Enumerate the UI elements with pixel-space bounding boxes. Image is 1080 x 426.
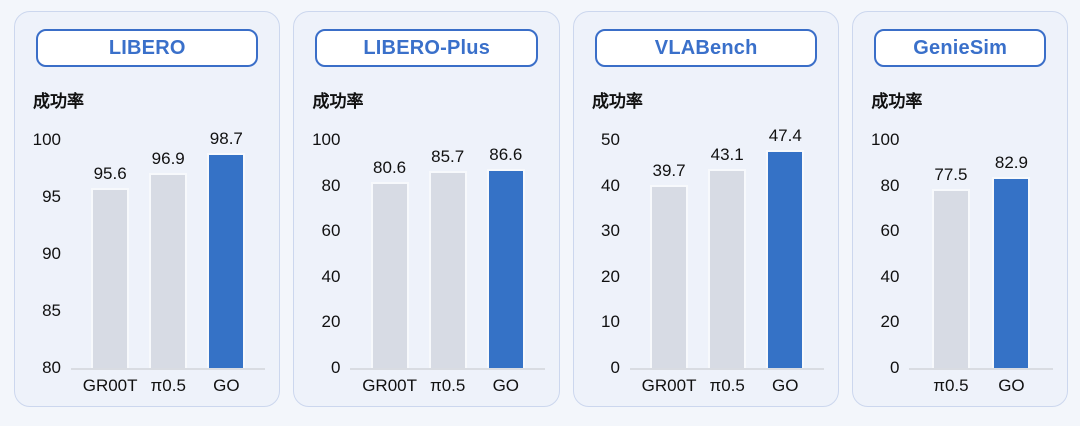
bar-value-label: 86.6	[489, 144, 523, 164]
plot-area: 0 20 40 60 80 100 80.6 85.7 86.6	[308, 130, 545, 377]
bar-GO: 47.4	[766, 126, 805, 368]
panel-title-box: LIBERO-Plus	[315, 29, 538, 67]
y-axis: 0 10 20 30 40 50	[588, 130, 630, 377]
y-tick-label: 10	[601, 312, 620, 332]
plot-area: 80 85 90 95 100 95.6 96.9 98.7	[29, 129, 266, 377]
y-tick-label: 100	[871, 130, 900, 149]
y-tick-label: 40	[880, 266, 900, 286]
x-axis: GR00T π0.5 GO	[350, 376, 544, 396]
bar-GR00T: 95.6	[91, 164, 130, 368]
y-tick-label: 50	[601, 130, 620, 149]
bar-value-label: 39.7	[652, 160, 686, 180]
y-tick-label: 100	[32, 130, 61, 149]
x-axis: π0.5 GO	[909, 376, 1053, 396]
y-axis: 0 20 40 60 80 100	[308, 130, 350, 377]
bar-value-label: 77.5	[934, 165, 968, 185]
y-axis-title: 成功率	[871, 92, 923, 111]
x-tick-label: GR00T	[362, 376, 417, 395]
y-tick-label: 95	[42, 187, 61, 206]
x-tick-label: π0.5	[709, 376, 745, 395]
y-tick-label: 85	[42, 301, 61, 320]
y-tick-label: 60	[880, 221, 900, 241]
panel-title: LIBERO	[108, 36, 186, 59]
y-tick-label: 20	[601, 266, 620, 286]
panel-card-libero-plus: LIBERO-Plus 成功率 0 20 40 60 80 100 80.6 85.7 86.6 GR…	[293, 11, 560, 407]
bar-π0.5: 85.7	[428, 147, 467, 368]
y-tick-label: 80	[42, 358, 61, 377]
y-tick-label: 80	[880, 175, 900, 195]
bar-GR00T: 39.7	[650, 161, 689, 368]
panel-title: GenieSim	[913, 36, 1008, 59]
y-tick-label: 90	[42, 244, 61, 263]
bar-GO: 98.7	[207, 129, 246, 368]
x-tick-label: GO	[772, 376, 799, 395]
bar-value-label: 47.4	[768, 125, 802, 145]
panel-title-box: VLABench	[594, 29, 818, 67]
x-tick-label: GO	[213, 376, 240, 395]
bar-π0.5: 96.9	[149, 149, 188, 368]
bars-container: 80.6 85.7 86.6	[350, 140, 545, 370]
bar-value-label: 43.1	[710, 145, 744, 165]
x-axis: GR00T π0.5 GO	[71, 376, 265, 396]
bar-value-label: 96.9	[151, 149, 185, 169]
x-tick-label: GO	[998, 376, 1025, 395]
bar-value-label: 82.9	[994, 153, 1028, 172]
bars-container: 39.7 43.1 47.4	[629, 126, 825, 370]
bars-container: 95.6 96.9 98.7	[71, 129, 266, 370]
y-tick-label: 20	[321, 312, 341, 332]
bar-value-label: 98.7	[209, 128, 243, 148]
x-tick-label: π0.5	[933, 376, 969, 395]
y-tick-label: 20	[880, 312, 900, 332]
x-tick-label: π0.5	[430, 376, 466, 395]
bar-value-label: 85.7	[431, 146, 465, 166]
panel-title-box: LIBERO	[36, 29, 259, 67]
y-tick-label: 60	[321, 221, 341, 241]
bar-GO: 82.9	[992, 153, 1031, 368]
y-axis-title: 成功率	[33, 92, 84, 111]
y-axis: 80 85 90 95 100	[29, 130, 71, 377]
x-axis: GR00T π0.5 GO	[630, 376, 824, 396]
panel-card-geniesim: GenieSim 成功率 0 20 40 60 80 100 77.5 82.9 π0.5 GO	[852, 11, 1068, 407]
x-tick-label: GO	[492, 376, 520, 395]
plot-area: 0 10 20 30 40 50 39.7 43.1 47.4	[588, 126, 825, 377]
y-tick-label: 40	[601, 175, 620, 195]
bars-container: 77.5 82.9	[909, 140, 1053, 370]
y-tick-label: 0	[331, 358, 341, 377]
panel-title: VLABench	[654, 36, 758, 59]
bar-value-label: 95.6	[93, 164, 127, 184]
y-tick-label: 0	[610, 358, 620, 377]
y-tick-label: 40	[321, 266, 341, 286]
y-tick-label: 30	[601, 221, 620, 241]
x-tick-label: GR00T	[82, 376, 138, 395]
x-tick-label: GR00T	[641, 376, 697, 395]
x-tick-label: π0.5	[150, 376, 186, 395]
y-axis-title: 成功率	[312, 92, 364, 111]
bar-π0.5: 77.5	[931, 165, 970, 368]
panel-card-libero: LIBERO 成功率 80 85 90 95 100 95.6 96.9 98.7 GR00T π0.…	[14, 11, 281, 407]
y-tick-label: 0	[889, 358, 900, 377]
panel-card-vlabench: VLABench 成功率 0 10 20 30 40 50 39.7 43.1 47.4 GR00T π…	[572, 11, 840, 407]
y-axis-title: 成功率	[591, 92, 643, 111]
plot-area: 0 20 40 60 80 100 77.5 82.9	[867, 130, 1053, 377]
bar-GR00T: 80.6	[370, 158, 409, 368]
panel-title: LIBERO-Plus	[363, 36, 491, 59]
y-tick-label: 80	[321, 175, 341, 195]
bar-value-label: 80.6	[373, 158, 407, 178]
bar-GO: 86.6	[486, 145, 525, 368]
bar-π0.5: 43.1	[708, 145, 747, 368]
y-tick-label: 100	[312, 130, 341, 149]
panel-title-box: GenieSim	[874, 29, 1046, 67]
y-axis: 0 20 40 60 80 100	[867, 130, 909, 377]
